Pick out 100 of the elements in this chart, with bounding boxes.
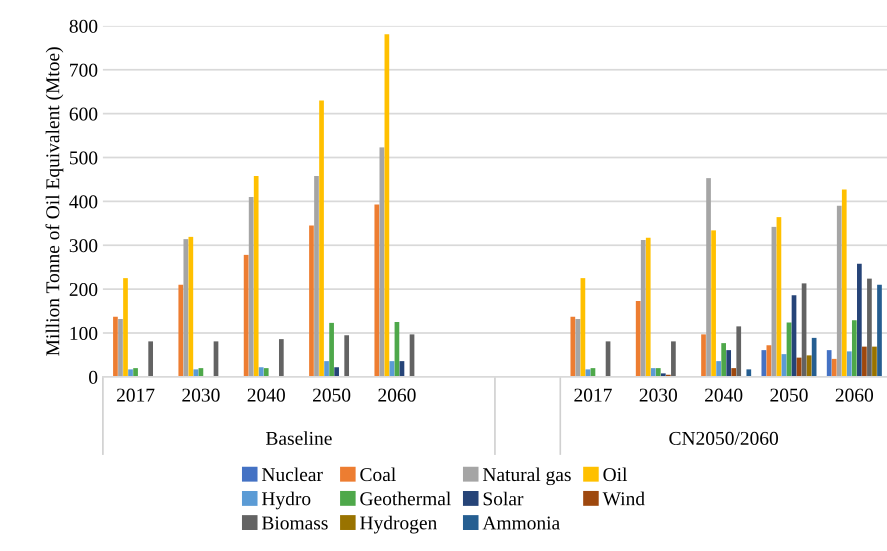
- bar: [188, 236, 194, 377]
- bar: [590, 368, 596, 377]
- bar: [390, 361, 394, 377]
- y-tick-label: 0: [89, 370, 98, 384]
- x-tick-label: 2017: [574, 388, 612, 402]
- bar: [214, 341, 218, 377]
- bar: [877, 284, 882, 377]
- bar: [776, 217, 782, 377]
- bar: [148, 341, 154, 377]
- legend-label: Hydrogen: [360, 516, 437, 534]
- x-tick-label: 2040: [705, 388, 742, 402]
- text: Baseline: [266, 431, 332, 445]
- bar: [852, 320, 857, 377]
- x-tick-label: 2040: [248, 388, 285, 402]
- bar: [842, 190, 847, 377]
- legend-label: Natural gas: [482, 467, 571, 486]
- bar: [248, 197, 254, 377]
- bar: [586, 369, 590, 377]
- bar: [792, 295, 796, 377]
- bar: [786, 322, 792, 377]
- bar: [711, 230, 716, 377]
- legend-label: Wind: [602, 492, 645, 506]
- y-tick-label: 800: [70, 20, 98, 33]
- bar: [872, 346, 877, 377]
- y-tick-label: 100: [70, 326, 98, 340]
- bar: [706, 178, 711, 377]
- legend-label: Geothermal: [360, 492, 451, 506]
- bar: [254, 176, 259, 377]
- x-tick-label: 2050: [770, 388, 808, 402]
- bar: [570, 316, 576, 377]
- x-tick-label: 2050: [313, 388, 350, 402]
- bar: [344, 335, 350, 377]
- bar: [782, 354, 786, 377]
- legend-label: Nuclear: [262, 467, 323, 482]
- legend-label: Oil: [603, 467, 628, 482]
- x-tick-label: 2030: [640, 388, 678, 402]
- bar: [580, 278, 586, 377]
- y-tick-label: 600: [70, 107, 98, 121]
- y-tick-label: 700: [70, 64, 98, 77]
- bar: [802, 283, 806, 377]
- bar: [178, 284, 184, 377]
- bar: [736, 326, 742, 377]
- bar: [278, 339, 284, 377]
- x-tick-label: 2060: [378, 388, 416, 402]
- bar: [576, 318, 580, 377]
- bar: [118, 318, 123, 377]
- bar: [400, 361, 404, 377]
- bar: [113, 316, 118, 377]
- bar: [761, 350, 766, 377]
- bar: [606, 341, 610, 377]
- legend-label: Ammonia: [482, 516, 560, 530]
- bar: [636, 300, 641, 377]
- bar: [721, 343, 726, 377]
- bar: [374, 204, 380, 377]
- bar: [772, 226, 776, 377]
- bar: [319, 100, 324, 377]
- bar: [309, 226, 314, 377]
- y-tick-label: 200: [70, 282, 98, 296]
- bar: [314, 176, 319, 377]
- legend-label: Hydro: [262, 492, 310, 510]
- bar: [379, 147, 384, 377]
- bar: [726, 350, 732, 377]
- bar: [867, 278, 872, 377]
- bar: [123, 278, 128, 377]
- bar: [410, 334, 414, 377]
- bar: [329, 322, 334, 377]
- bar: [796, 358, 802, 377]
- bar: [766, 345, 772, 377]
- bar: [806, 355, 812, 377]
- bar: [832, 358, 837, 377]
- bar: [846, 351, 852, 377]
- bar: [128, 369, 133, 377]
- bar: [857, 264, 862, 377]
- x-tick-label: 2060: [836, 388, 874, 402]
- legend-label: Coal: [360, 467, 396, 482]
- bar: [701, 334, 706, 377]
- bar: [716, 361, 721, 377]
- bar: [198, 368, 204, 377]
- x-tick-label: 2017: [116, 388, 154, 402]
- bar: [826, 350, 832, 377]
- y-tick-label: 500: [70, 151, 98, 164]
- bar: [183, 239, 188, 377]
- y-tick-label: 400: [69, 195, 98, 208]
- bar: [671, 341, 676, 377]
- bar: [244, 254, 248, 377]
- legend-label: Biomass: [262, 516, 328, 530]
- y-tick-label: 300: [70, 239, 98, 252]
- bar: [133, 368, 138, 377]
- bar: [384, 34, 390, 377]
- bar: [862, 346, 867, 377]
- bar: [394, 322, 400, 377]
- bar: [324, 361, 329, 377]
- bar: [640, 240, 646, 377]
- legend-label: Solar: [484, 492, 524, 506]
- x-tick-label: 2030: [182, 388, 220, 402]
- bar: [836, 206, 842, 377]
- text: CN2050/2060: [669, 432, 778, 445]
- bar: [646, 238, 651, 377]
- y-axis-title: Million Tonne of Oil Equivalent (Mtoe): [45, 47, 64, 356]
- bar: [812, 338, 816, 377]
